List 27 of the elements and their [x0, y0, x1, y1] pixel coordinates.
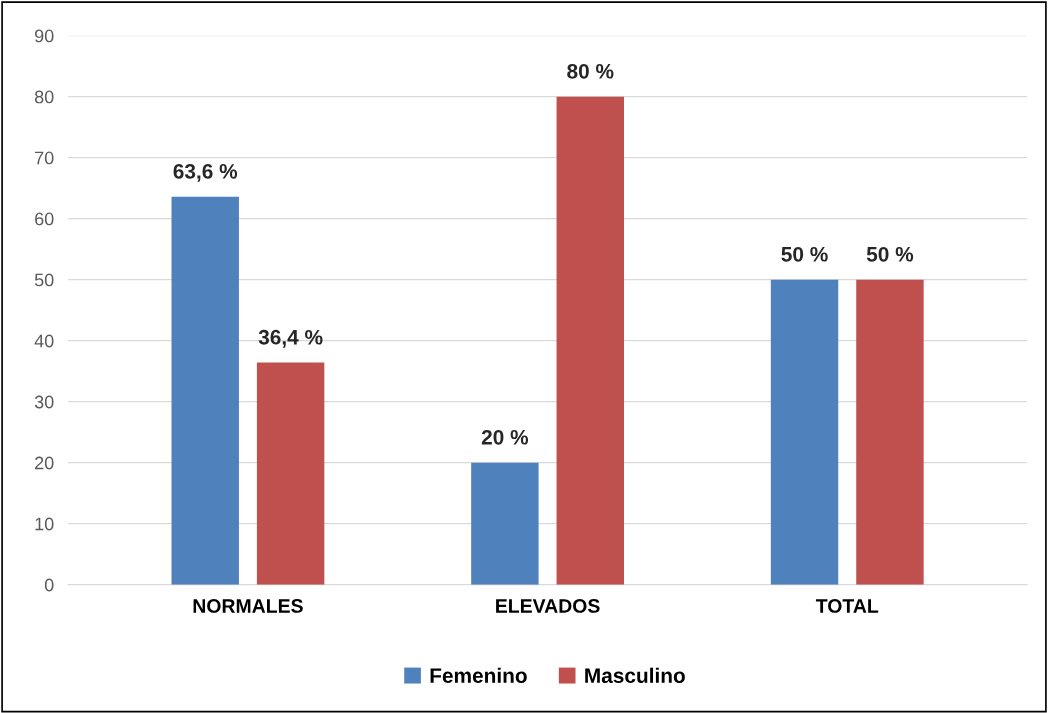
- x-tick-label: NORMALES: [193, 599, 303, 613]
- bar: [471, 462, 539, 585]
- bar: [171, 196, 239, 585]
- x-tick-label: ELEVADOS: [496, 599, 600, 613]
- x-tick-label: TOTAL: [815, 599, 879, 613]
- bar: [256, 362, 325, 585]
- data-label: 50 %: [781, 246, 828, 262]
- data-label: 63,6 %: [173, 163, 238, 182]
- y-tick-label: 10: [35, 517, 54, 531]
- y-tick-label: 40: [34, 334, 54, 348]
- bar: [556, 96, 624, 585]
- y-tick-label: 80: [34, 90, 54, 104]
- y-tick-label: 0: [44, 578, 54, 592]
- y-tick-label: 20: [35, 456, 54, 470]
- data-label: 50 %: [866, 246, 914, 262]
- y-tick-label: 90: [35, 29, 54, 43]
- bar: [856, 279, 924, 585]
- y-tick-label: 30: [34, 395, 54, 409]
- data-label: 80 %: [567, 63, 614, 79]
- data-label: 36,4 %: [258, 329, 323, 348]
- legend-label: Masculino: [585, 667, 685, 683]
- y-tick-label: 50: [34, 273, 54, 287]
- data-label: 20 %: [481, 429, 529, 445]
- y-tick-label: 60: [35, 212, 54, 226]
- bar: [770, 279, 839, 585]
- y-tick-label: 70: [35, 151, 54, 165]
- legend-label: Femenino: [430, 667, 527, 683]
